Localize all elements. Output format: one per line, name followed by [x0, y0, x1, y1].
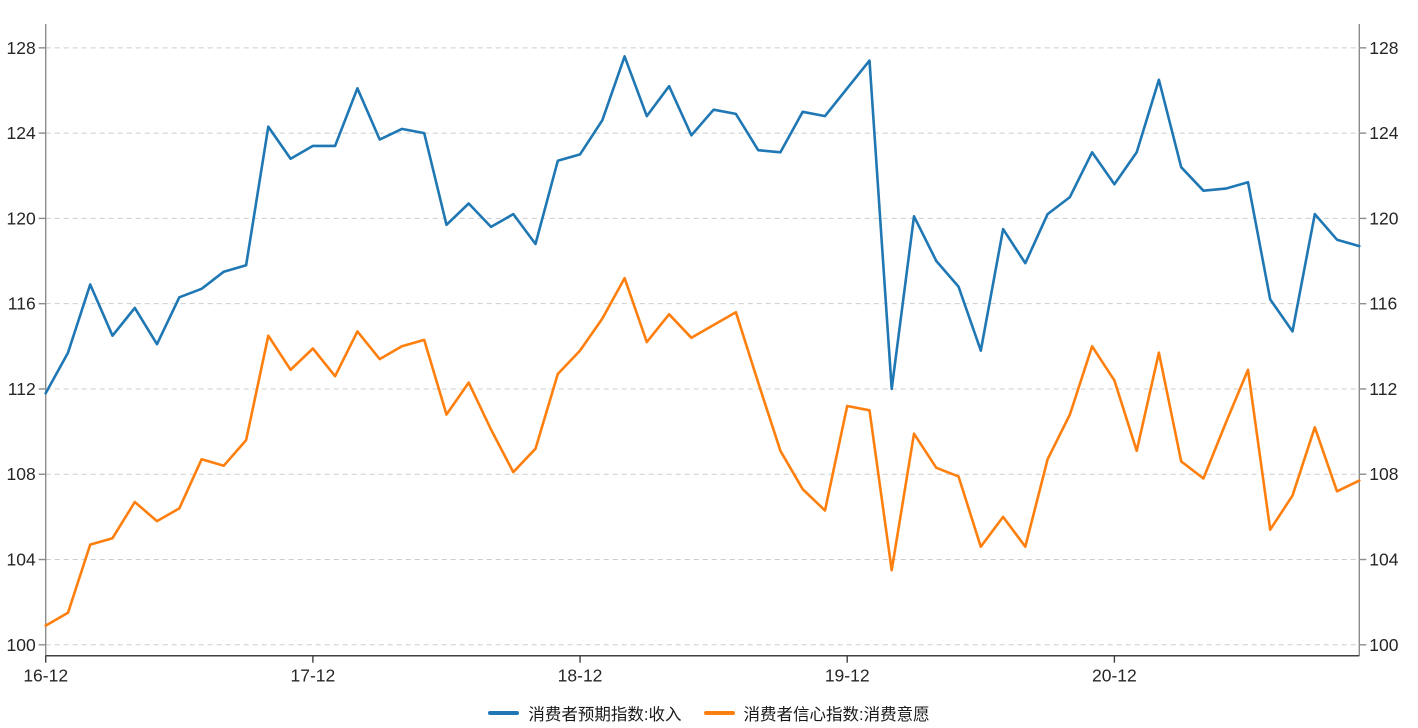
series-line-confidence-willingness — [44, 276, 1361, 627]
y-tick-label-left-108: 108 — [6, 464, 35, 484]
y-tick-label-left-100: 100 — [6, 635, 35, 655]
y-tick-label-right-100: 100 — [1369, 635, 1398, 655]
legend-label-expectation-income: 消费者预期指数:收入 — [528, 706, 682, 724]
x-axis-labels: 16-12 17-12 18-12 19-12 20-12 — [23, 655, 1137, 686]
legend-item-confidence-willingness: 消费者信心指数:消费意愿 — [703, 701, 930, 725]
y-tick-label-right-104: 104 — [1369, 549, 1398, 569]
y-tick-label-right-120: 120 — [1369, 208, 1398, 228]
y-tick-label-right-108: 108 — [1369, 464, 1398, 484]
y-gridlines — [45, 47, 1360, 646]
y-tick-label-right-128: 128 — [1369, 38, 1398, 58]
y-tick-label-left-124: 124 — [6, 123, 35, 143]
legend-label-confidence-willingness: 消费者信心指数:消费意愿 — [743, 706, 930, 724]
y-tick-label-right-116: 116 — [1369, 294, 1397, 314]
chart-legend: 消费者预期指数:收入 消费者信心指数:消费意愿 — [0, 700, 1418, 726]
x-tick-label-18-12: 18-12 — [558, 666, 603, 686]
axes — [45, 24, 1361, 657]
y-tick-label-left-112: 112 — [8, 379, 36, 399]
x-tick-label-17-12: 17-12 — [290, 666, 335, 686]
series-line-expectation-income — [44, 55, 1361, 395]
x-tick-label-16-12: 16-12 — [23, 666, 68, 686]
y-tick-label-left-120: 120 — [6, 208, 35, 228]
y-tick-label-left-128: 128 — [6, 38, 35, 58]
y-axis-right-labels: 100 104 108 112 116 120 124 128 — [1359, 38, 1399, 655]
legend-item-expectation-income: 消费者预期指数:收入 — [488, 701, 682, 725]
y-tick-label-right-124: 124 — [1369, 123, 1398, 143]
x-tick-label-20-12: 20-12 — [1092, 666, 1137, 686]
legend-line-swatch-orange — [703, 711, 735, 715]
y-tick-label-left-104: 104 — [6, 549, 35, 569]
legend-line-swatch-blue — [488, 711, 520, 715]
y-axis-left-labels: 100 104 108 112 116 120 124 128 — [6, 38, 46, 655]
y-tick-label-left-116: 116 — [8, 294, 36, 314]
x-tick-label-19-12: 19-12 — [825, 666, 870, 686]
y-tick-label-right-112: 112 — [1369, 379, 1397, 399]
